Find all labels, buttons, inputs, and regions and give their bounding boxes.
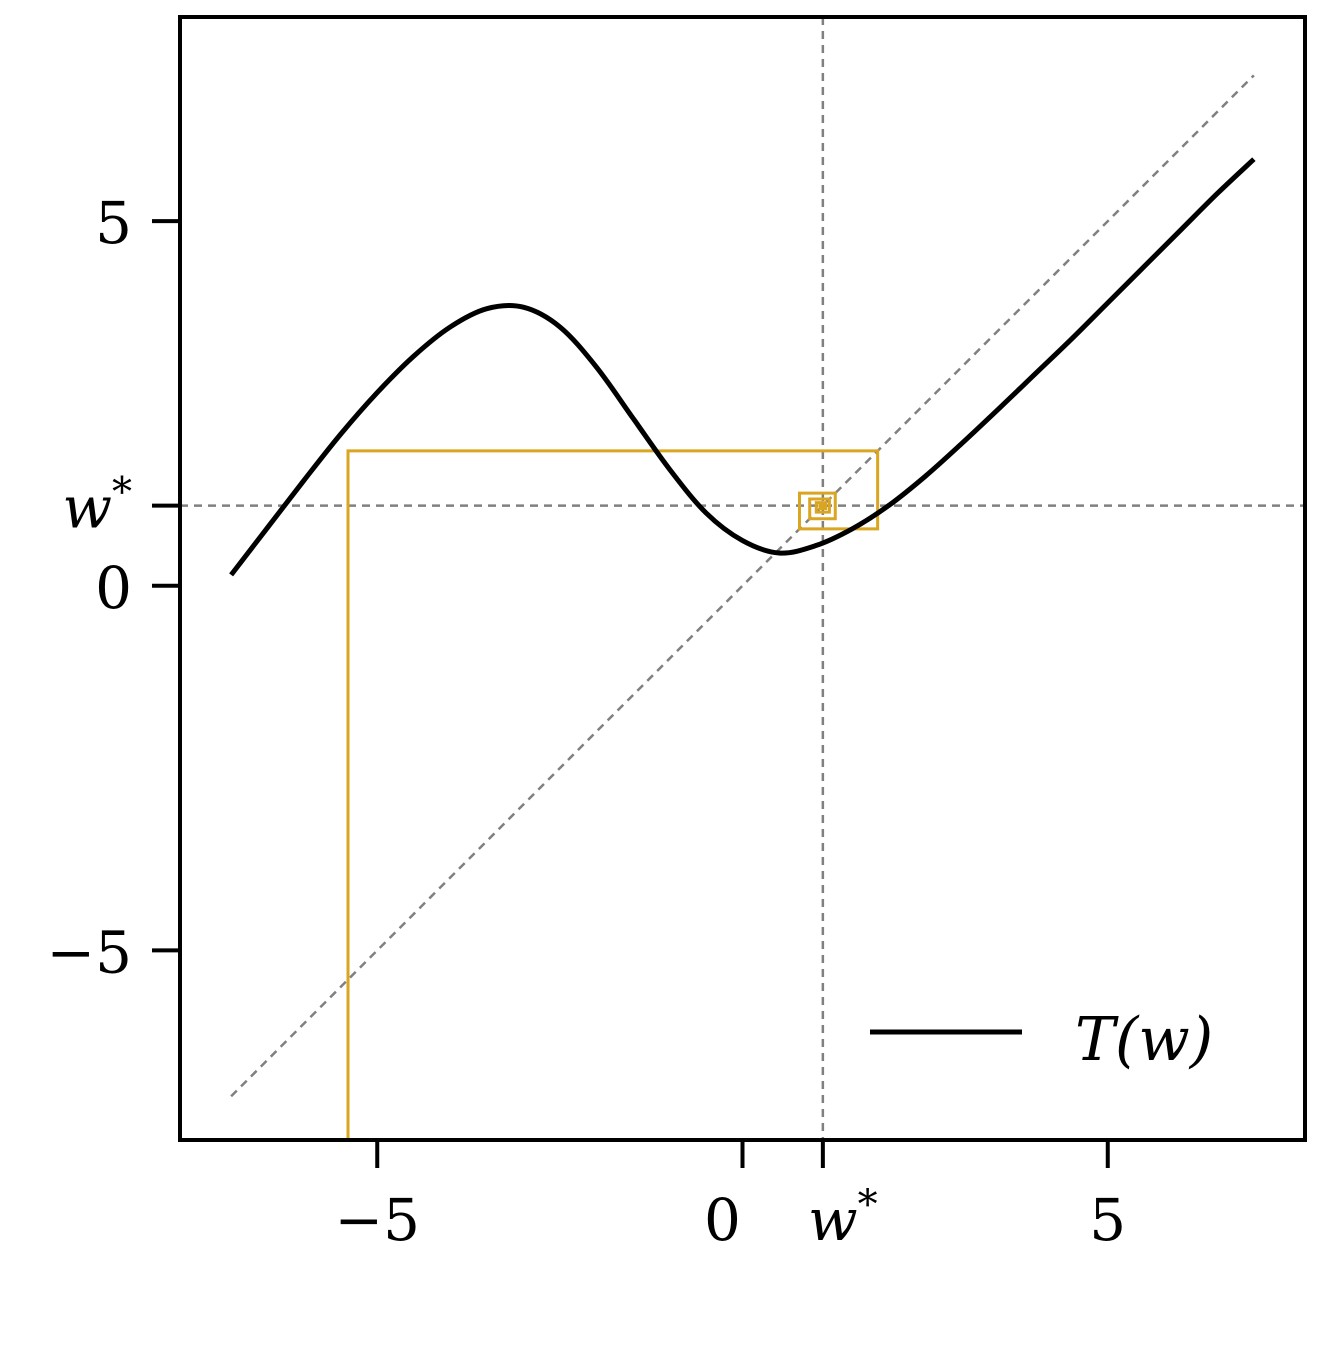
x-tick-label: 0 (704, 1186, 741, 1254)
y-tick-label: −5 (47, 918, 133, 986)
legend-entry-label: T(w) (1075, 1005, 1213, 1075)
y-tick-label: 5 (95, 189, 132, 257)
series-line-T-w (229, 157, 1256, 577)
cobweb-path (346, 449, 880, 1140)
x-tick-label: 5 (1089, 1186, 1126, 1254)
legend: T(w) (870, 1005, 1213, 1075)
x-tick-label: w* (808, 1182, 878, 1254)
x-tick-label: −5 (334, 1186, 420, 1254)
y-tick-label: 0 (95, 554, 132, 622)
plot-area (180, 17, 1305, 1140)
reference-line-identity (230, 74, 1255, 1098)
y-axis-ticks: 5 w* 0 −5 (47, 189, 180, 986)
y-tick-label: w* (62, 470, 132, 542)
x-axis-ticks: −5 0 w* 5 (334, 1140, 1126, 1254)
cobweb-line (346, 449, 880, 1140)
series-lines (229, 157, 1256, 577)
reference-lines (180, 17, 1305, 1140)
